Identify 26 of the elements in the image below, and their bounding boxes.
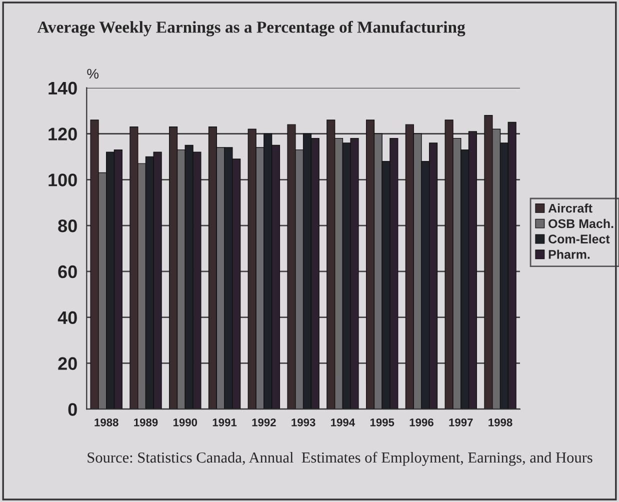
y-tick-label: 60 [58, 265, 77, 278]
x-tick-label: 1988 [94, 418, 118, 426]
x-tick-label: 1991 [212, 418, 237, 426]
x-tick-label: 1998 [488, 418, 512, 426]
x-tick-label: 1994 [331, 418, 355, 426]
x-tick-label: 1993 [292, 418, 316, 426]
x-tick-label: 1996 [410, 418, 434, 426]
legend-label: Com-Elect [548, 234, 610, 244]
y-axis-title: % [87, 68, 99, 79]
legend-label: Aircraft [548, 203, 592, 213]
x-tick-label: 1995 [370, 418, 394, 426]
y-tick-label: 140 [48, 82, 77, 95]
legend-label: OSB Mach. [548, 218, 614, 228]
y-tick-label: 40 [58, 311, 77, 324]
x-tick-label: 1989 [134, 418, 158, 426]
y-tick-label: 100 [48, 174, 77, 186]
y-tick-label: 20 [58, 357, 77, 370]
y-tick-label: 120 [48, 128, 77, 140]
x-tick-label: 1997 [449, 418, 473, 426]
y-tick-label: 0 [68, 403, 77, 416]
source-note: Source: Statistics Canada, Annual Estimates of Employment, Earnings, and Hours [88, 452, 592, 466]
y-tick-label: 80 [58, 219, 77, 232]
legend-label: Pharm. [548, 250, 590, 259]
x-tick-label: 1990 [173, 418, 198, 426]
x-tick-label: 1992 [252, 418, 276, 426]
chart-title: Average Weekly Earnings as a Percentage of Manufacturing [37, 20, 466, 36]
